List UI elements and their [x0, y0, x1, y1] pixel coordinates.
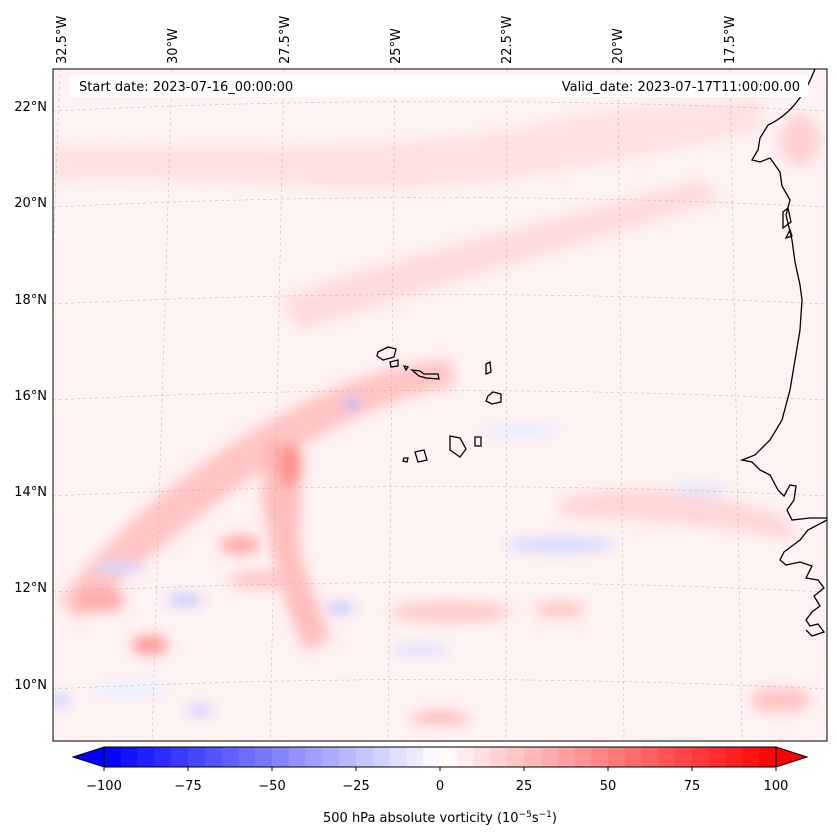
colorbar-cell: [490, 747, 508, 767]
colorbar-cell: [255, 747, 273, 767]
island-brava: [402, 457, 409, 463]
colorbar-cell: [540, 747, 559, 767]
lon-label: 17.5°W: [723, 16, 738, 64]
colorbar-cell: [120, 747, 139, 767]
latitude-labels: 22°N 20°N 18°N 16°N 14°N 12°N 10°N: [14, 100, 47, 693]
colorbar-cell: [456, 747, 475, 767]
map-border: [52, 68, 828, 742]
colorbar-cell: [473, 747, 491, 767]
colorbar-unit-exp2: −1: [539, 810, 552, 820]
lat-label: 20°N: [14, 196, 47, 211]
colorbar-cell: [406, 747, 424, 767]
lon-label: 30°W: [166, 28, 181, 64]
colorbar-cell: [272, 747, 290, 767]
colorbar-cell: [305, 747, 323, 767]
colorbar-cell: [591, 747, 609, 767]
colorbar-cell: [423, 747, 441, 767]
island-boa-vista: [485, 391, 502, 405]
colorbar-cell: [372, 747, 391, 767]
colorbar-tick-label: 0: [436, 779, 444, 794]
colorbar-tick-label: 25: [516, 779, 533, 794]
colorbar-title-main: 500 hPa absolute vorticity (10: [323, 811, 519, 826]
lon-label: 32.5°W: [55, 16, 70, 64]
colorbar-cell: [288, 747, 307, 767]
colorbar-cell: [742, 747, 760, 767]
colorbar-cell: [389, 747, 407, 767]
island-santa-luzia: [402, 365, 410, 372]
graticule: [53, 69, 827, 741]
colorbar-unit-end: ): [552, 811, 557, 826]
colorbar-cell: [356, 747, 374, 767]
island-fogo: [414, 449, 428, 463]
valid-date-label: Valid_date: 2023-07-17T11:00:00.00: [562, 80, 800, 95]
lat-label: 12°N: [14, 581, 47, 596]
island-sao-nicolau: [409, 369, 440, 380]
lon-label: 27.5°W: [278, 16, 293, 64]
colorbar-cell: [322, 747, 340, 767]
cape-verde-islands: [376, 346, 502, 463]
lon-label: 22.5°W: [500, 16, 515, 64]
colorbar: −100 −75 −50 −25 0 25 50 75 100 500 hPa …: [71, 746, 809, 826]
colorbar-cell: [171, 747, 189, 767]
colorbar-cell: [759, 747, 777, 767]
colorbar-cell: [524, 747, 542, 767]
island-maio: [474, 436, 482, 447]
colorbar-unit-exp1: −5: [519, 810, 532, 820]
vorticity-field: [53, 95, 820, 724]
colorbar-cell: [188, 747, 206, 767]
lat-label: 16°N: [14, 389, 47, 404]
colorbar-title: 500 hPa absolute vorticity (10−5s−1): [323, 810, 557, 826]
colorbar-tick-label: 75: [684, 779, 701, 794]
colorbar-tick-label: −25: [342, 779, 369, 794]
longitude-labels: 32.5°W 30°W 27.5°W 25°W 22.5°W 20°W 17.5…: [55, 16, 738, 64]
lat-label: 10°N: [14, 678, 47, 693]
coastlines: [739, 69, 827, 637]
start-date-label: Start date: 2023-07-16_00:00:00: [79, 80, 293, 95]
header-background: [70, 75, 808, 97]
colorbar-tick-label: −50: [258, 779, 285, 794]
colorbar-cell: [507, 747, 525, 767]
colorbar-cell: [675, 747, 693, 767]
lon-label: 20°W: [611, 28, 626, 64]
africa-coastline-south: [779, 519, 827, 637]
colorbar-cell: [154, 747, 172, 767]
colorbar-tick-label: −75: [174, 779, 201, 794]
colorbar-cell: [339, 747, 357, 767]
colorbar-cell: [204, 747, 223, 767]
lat-label: 14°N: [14, 485, 47, 500]
colorbar-cells: [104, 747, 777, 767]
lat-label: 18°N: [14, 293, 47, 308]
colorbar-cell: [608, 747, 626, 767]
colorbar-cell: [641, 747, 659, 767]
island-sal: [485, 360, 492, 375]
colorbar-tick-label: −100: [86, 779, 122, 794]
colorbar-cell: [557, 747, 575, 767]
lon-label: 25°W: [389, 28, 404, 64]
colorbar-tick-label: 50: [600, 779, 617, 794]
colorbar-tick-labels: −100 −75 −50 −25 0 25 50 75 100: [86, 779, 788, 794]
island-santo-antao: [376, 346, 397, 361]
colorbar-cell: [137, 747, 155, 767]
colorbar-cell: [692, 747, 710, 767]
colorbar-max-extend: [775, 746, 809, 768]
colorbar-min-extend: [71, 746, 105, 768]
colorbar-unit-mid: s: [532, 811, 539, 826]
island-santiago: [449, 435, 467, 458]
colorbar-cell: [574, 747, 592, 767]
colorbar-cell: [440, 747, 458, 767]
colorbar-cell: [238, 747, 256, 767]
island-sao-vicente: [389, 359, 399, 368]
colorbar-cell: [708, 747, 727, 767]
colorbar-cell: [104, 747, 122, 767]
colorbar-ticks: [103, 767, 777, 771]
colorbar-cell: [725, 747, 743, 767]
map-panel: Start date: 2023-07-16_00:00:00 Valid_da…: [53, 69, 827, 741]
lat-label: 22°N: [14, 100, 47, 115]
colorbar-tick-label: 100: [764, 779, 789, 794]
colorbar-cell: [624, 747, 643, 767]
colorbar-cell: [658, 747, 676, 767]
colorbar-cell: [221, 747, 239, 767]
africa-coastline: [739, 69, 827, 521]
